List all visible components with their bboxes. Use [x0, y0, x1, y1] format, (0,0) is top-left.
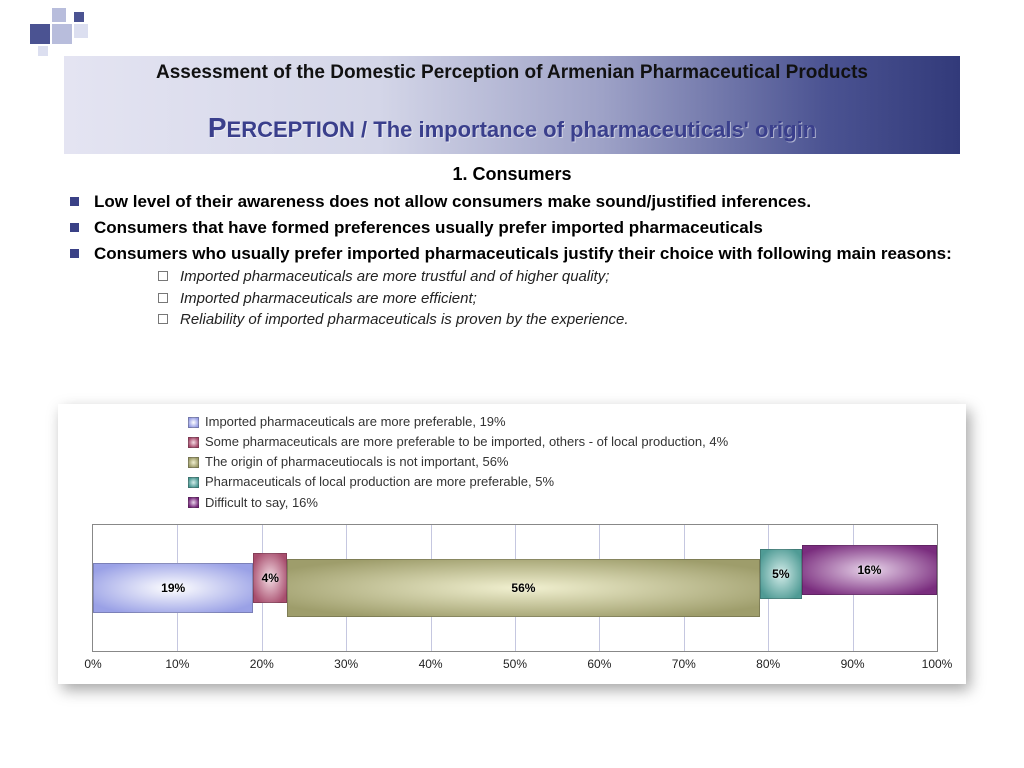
legend-swatch	[188, 477, 199, 488]
legend-label: Pharmaceuticals of local production are …	[205, 472, 554, 492]
legend-item: The origin of pharmaceutiocals is not im…	[188, 452, 728, 472]
x-tick-label: 80%	[756, 657, 780, 671]
legend-swatch	[188, 437, 199, 448]
x-tick-label: 30%	[334, 657, 358, 671]
section-heading: 1. Consumers	[64, 164, 960, 185]
x-tick-label: 100%	[922, 657, 953, 671]
deco-square	[52, 24, 72, 44]
subtitle-sep: /	[355, 117, 373, 142]
main-bullet: Low level of their awareness does not al…	[64, 191, 960, 213]
sub-bullet: Imported pharmaceuticals are more effici…	[156, 289, 960, 309]
subtitle-lead-cap: P	[208, 112, 227, 143]
sub-bullet: Reliability of imported pharmaceuticals …	[156, 310, 960, 330]
chart-plot-area: 0%10%20%30%40%50%60%70%80%90%100%19%4%56…	[92, 524, 938, 652]
deco-square	[52, 8, 66, 22]
bar-segment: 5%	[760, 549, 802, 599]
bar-segment: 19%	[93, 563, 253, 613]
x-tick-label: 70%	[672, 657, 696, 671]
legend-label: Difficult to say, 16%	[205, 493, 318, 513]
content-area: 1. Consumers Low level of their awarenes…	[64, 164, 960, 334]
bar-segment: 56%	[287, 559, 760, 617]
legend-item: Some pharmaceuticals are more preferable…	[188, 432, 728, 452]
deco-square	[30, 24, 50, 44]
main-bullet: Consumers who usually prefer imported ph…	[64, 243, 960, 330]
main-bullet: Consumers that have formed preferences u…	[64, 217, 960, 239]
x-tick-label: 0%	[84, 657, 101, 671]
deco-square	[38, 46, 48, 56]
legend-label: Some pharmaceuticals are more preferable…	[205, 432, 728, 452]
x-tick-label: 20%	[250, 657, 274, 671]
page-title: Assessment of the Domestic Perception of…	[64, 62, 960, 84]
x-tick-label: 60%	[587, 657, 611, 671]
legend-item: Imported pharmaceuticals are more prefer…	[188, 412, 728, 432]
deco-square	[74, 12, 84, 22]
legend-swatch	[188, 417, 199, 428]
sub-bullet-list: Imported pharmaceuticals are more trustf…	[94, 267, 960, 330]
legend-swatch	[188, 497, 199, 508]
legend-swatch	[188, 457, 199, 468]
title-band: Assessment of the Domestic Perception of…	[64, 56, 960, 154]
subtitle-lead-rest: ERCEPTION	[227, 117, 355, 142]
page-subtitle: PERCEPTION / The importance of pharmaceu…	[64, 112, 960, 144]
x-tick-label: 40%	[419, 657, 443, 671]
legend-item: Difficult to say, 16%	[188, 493, 728, 513]
legend-label: Imported pharmaceuticals are more prefer…	[205, 412, 506, 432]
x-tick-label: 10%	[165, 657, 189, 671]
chart-card: Imported pharmaceuticals are more prefer…	[58, 404, 966, 684]
chart-legend: Imported pharmaceuticals are more prefer…	[188, 412, 728, 513]
legend-item: Pharmaceuticals of local production are …	[188, 472, 728, 492]
legend-label: The origin of pharmaceutiocals is not im…	[205, 452, 509, 472]
bar-segment: 16%	[802, 545, 937, 595]
main-bullet-list: Low level of their awareness does not al…	[64, 191, 960, 330]
subtitle-tail: The importance of pharmaceuticals' origi…	[373, 117, 816, 142]
x-tick-label: 50%	[503, 657, 527, 671]
sub-bullet: Imported pharmaceuticals are more trustf…	[156, 267, 960, 287]
deco-square	[74, 24, 88, 38]
bar-segment: 4%	[253, 553, 287, 603]
corner-decoration	[30, 6, 100, 56]
x-tick-label: 90%	[841, 657, 865, 671]
